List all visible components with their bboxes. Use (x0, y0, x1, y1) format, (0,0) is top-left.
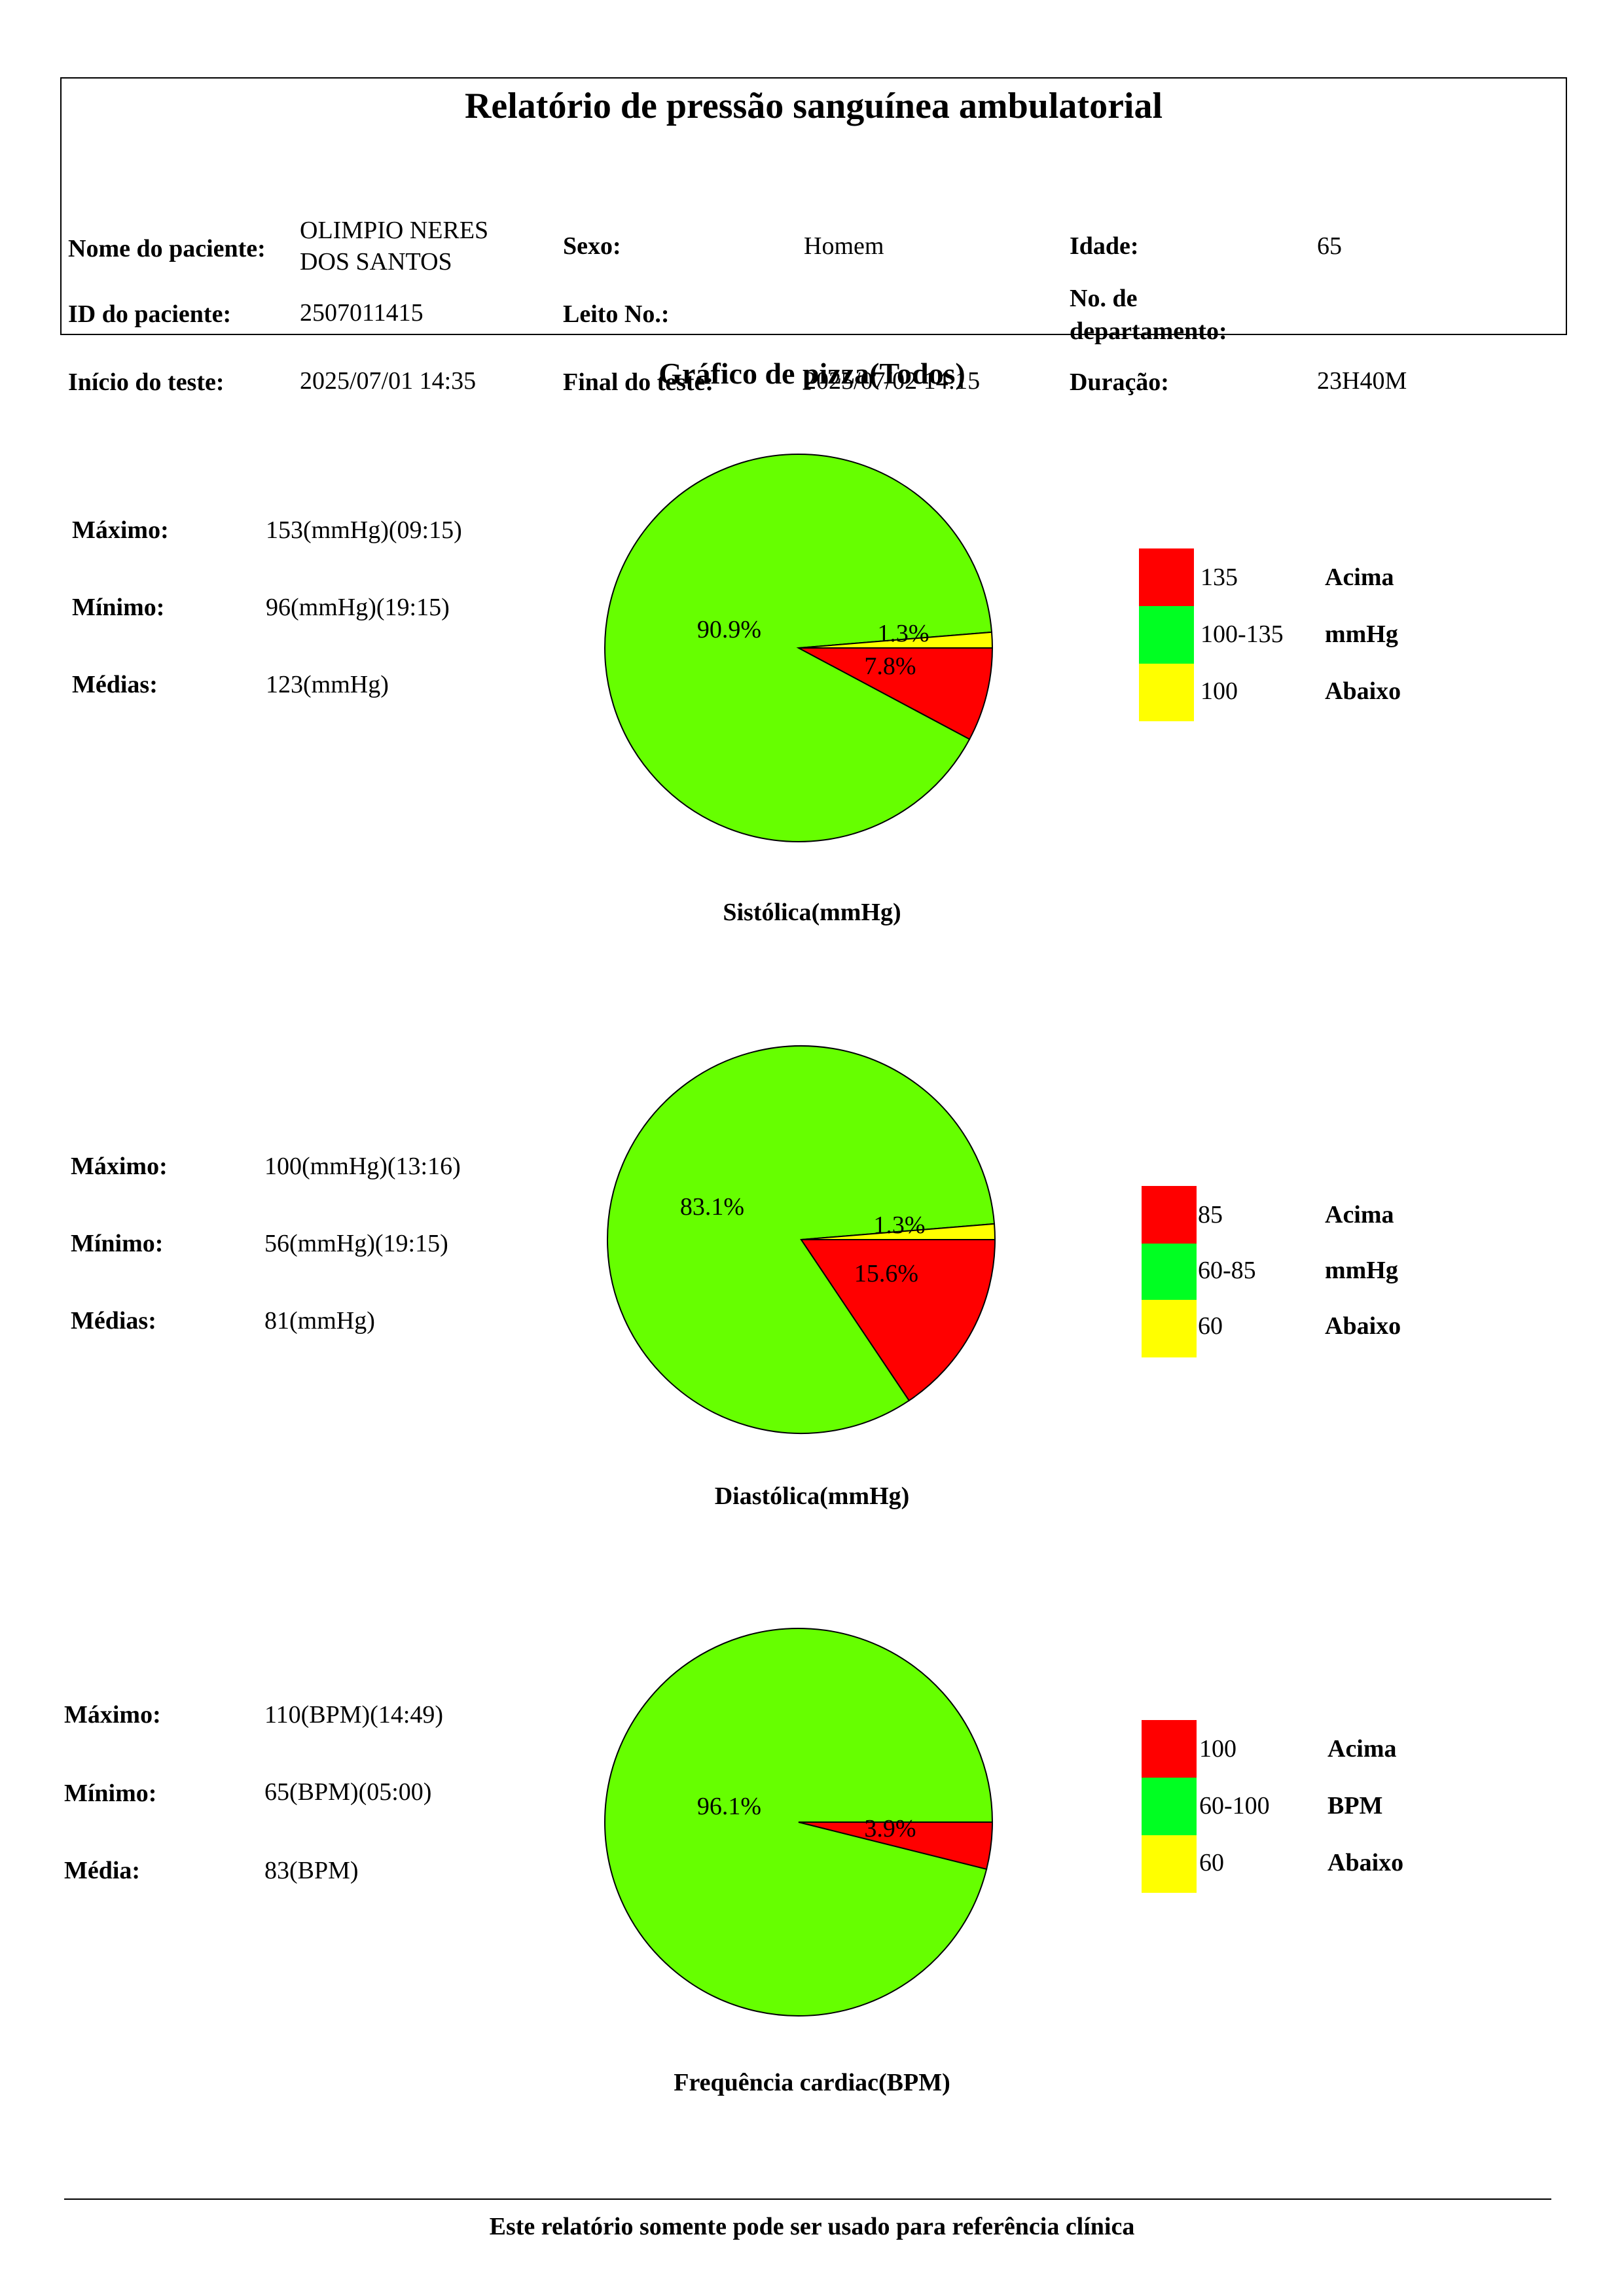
legend-range-below: 60 (1198, 1312, 1223, 1340)
legend-range-above: 100 (1199, 1735, 1236, 1763)
heart-rate-pie-chart: 3.9% 96.1% (604, 1628, 994, 2017)
legend-desc-below: Abaixo (1325, 1312, 1401, 1340)
diastolic-pie-chart: 1.3% 15.6% 83.1% (607, 1045, 996, 1434)
legend-desc-normal: BPM (1327, 1792, 1383, 1820)
pie-slice-above (798, 1821, 994, 1871)
stat-max-label: Máximo: (72, 516, 169, 544)
patient-info-box: Relatório de pressão sanguínea ambulator… (60, 77, 1567, 396)
dept-label-line1: No. de (1070, 285, 1138, 312)
stat-min-label: Mínimo: (72, 594, 165, 621)
end-value: 2025/07/02 14:15 (804, 367, 981, 395)
legend-range-above: 85 (1198, 1201, 1223, 1229)
stat-avg-label: Médias: (71, 1307, 156, 1335)
patient-name-line1: OLIMPIO NERES (300, 217, 489, 244)
pie-label-above: 3.9% (864, 1815, 916, 1842)
pie-label-normal: 90.9% (697, 616, 761, 643)
duration-value: 23H40M (1317, 367, 1407, 395)
legend-swatch-below (1142, 1300, 1197, 1357)
sex-label: Sexo: (563, 232, 621, 260)
stat-max-label: Máximo: (71, 1153, 168, 1180)
pie-slice-normal (604, 454, 993, 842)
legend-swatch-normal (1142, 1244, 1197, 1301)
pie-label-normal: 96.1% (697, 1793, 761, 1820)
pie-label-below: 1.3% (873, 1211, 925, 1239)
pie-label-below: 1.3% (877, 620, 929, 647)
stat-max-label: Máximo: (64, 1701, 161, 1729)
legend-swatch-below (1142, 1835, 1197, 1893)
footer-note: Este relatório somente pode ser usado pa… (489, 2213, 1135, 2240)
legend-swatch-below (1139, 664, 1194, 721)
pie-slice-above (798, 647, 994, 740)
stat-avg-value: 83(BPM) (264, 1857, 359, 1884)
pie-label-above: 15.6% (854, 1260, 918, 1287)
stat-max-value: 110(BPM)(14:49) (264, 1701, 444, 1729)
legend-range-below: 100 (1200, 677, 1238, 705)
pie-label-normal: 83.1% (680, 1193, 744, 1221)
pie-section-title: Gráfico de pizza(Todos) (659, 357, 965, 390)
bed-label: Leito No.: (563, 300, 670, 328)
report-title: Relatório de pressão sanguínea ambulator… (464, 86, 1163, 126)
legend-range-normal: 100-135 (1200, 620, 1284, 648)
diastolic-caption: Diastólica(mmHg) (714, 1482, 910, 1510)
legend-desc-normal: mmHg (1325, 1257, 1398, 1284)
legend-swatch-above (1142, 1720, 1197, 1778)
duration-label: Duração: (1070, 368, 1169, 396)
stat-max-value: 100(mmHg)(13:16) (264, 1153, 461, 1180)
age-label: Idade: (1070, 232, 1139, 260)
legend-range-below: 60 (1199, 1849, 1224, 1876)
stat-min-value: 65(BPM)(05:00) (264, 1778, 432, 1806)
footer-divider (64, 2198, 1551, 2200)
patient-name-line2: DOS SANTOS (300, 248, 452, 276)
sex-value: Homem (804, 232, 884, 260)
legend-swatch-above (1139, 548, 1194, 606)
stat-min-label: Mínimo: (71, 1230, 164, 1257)
legend-desc-above: Acima (1327, 1735, 1397, 1763)
legend-desc-above: Acima (1325, 564, 1394, 591)
stat-avg-value: 81(mmHg) (264, 1307, 375, 1335)
legend-desc-above: Acima (1325, 1201, 1394, 1229)
legend-swatch-normal (1139, 606, 1194, 664)
stat-avg-label: Média: (64, 1857, 141, 1884)
systolic-pie-chart: 1.3% 7.8% 90.9% (604, 454, 994, 842)
legend-desc-below: Abaixo (1327, 1849, 1404, 1876)
stat-min-label: Mínimo: (64, 1780, 157, 1807)
legend-range-normal: 60-100 (1199, 1792, 1270, 1820)
legend-desc-below: Abaixo (1325, 677, 1401, 705)
pie-label-above: 7.8% (864, 653, 916, 680)
patient-name-label: Nome do paciente: (68, 235, 266, 262)
dept-label-line2: departamento: (1070, 317, 1227, 345)
stat-avg-label: Médias: (72, 671, 158, 698)
patient-id-value: 2507011415 (300, 299, 424, 327)
pie-slice-above (800, 1239, 996, 1402)
stat-min-value: 96(mmHg)(19:15) (266, 594, 450, 621)
legend-swatch-normal (1142, 1778, 1197, 1835)
stat-avg-value: 123(mmHg) (266, 671, 389, 698)
stat-max-value: 153(mmHg)(09:15) (266, 516, 462, 544)
systolic-caption: Sistólica(mmHg) (723, 899, 901, 926)
start-value: 2025/07/01 14:35 (300, 367, 477, 395)
legend-range-above: 135 (1200, 564, 1238, 591)
legend-range-normal: 60-85 (1198, 1257, 1256, 1284)
legend-desc-normal: mmHg (1325, 620, 1398, 648)
start-label: Início do teste: (68, 368, 225, 396)
stat-min-value: 56(mmHg)(19:15) (264, 1230, 448, 1257)
patient-id-label: ID do paciente: (68, 300, 232, 328)
legend-swatch-above (1142, 1186, 1197, 1244)
heart-rate-caption: Frequência cardiac(BPM) (674, 2069, 950, 2096)
age-value: 65 (1317, 232, 1342, 260)
end-label: Final do teste: (563, 368, 714, 396)
